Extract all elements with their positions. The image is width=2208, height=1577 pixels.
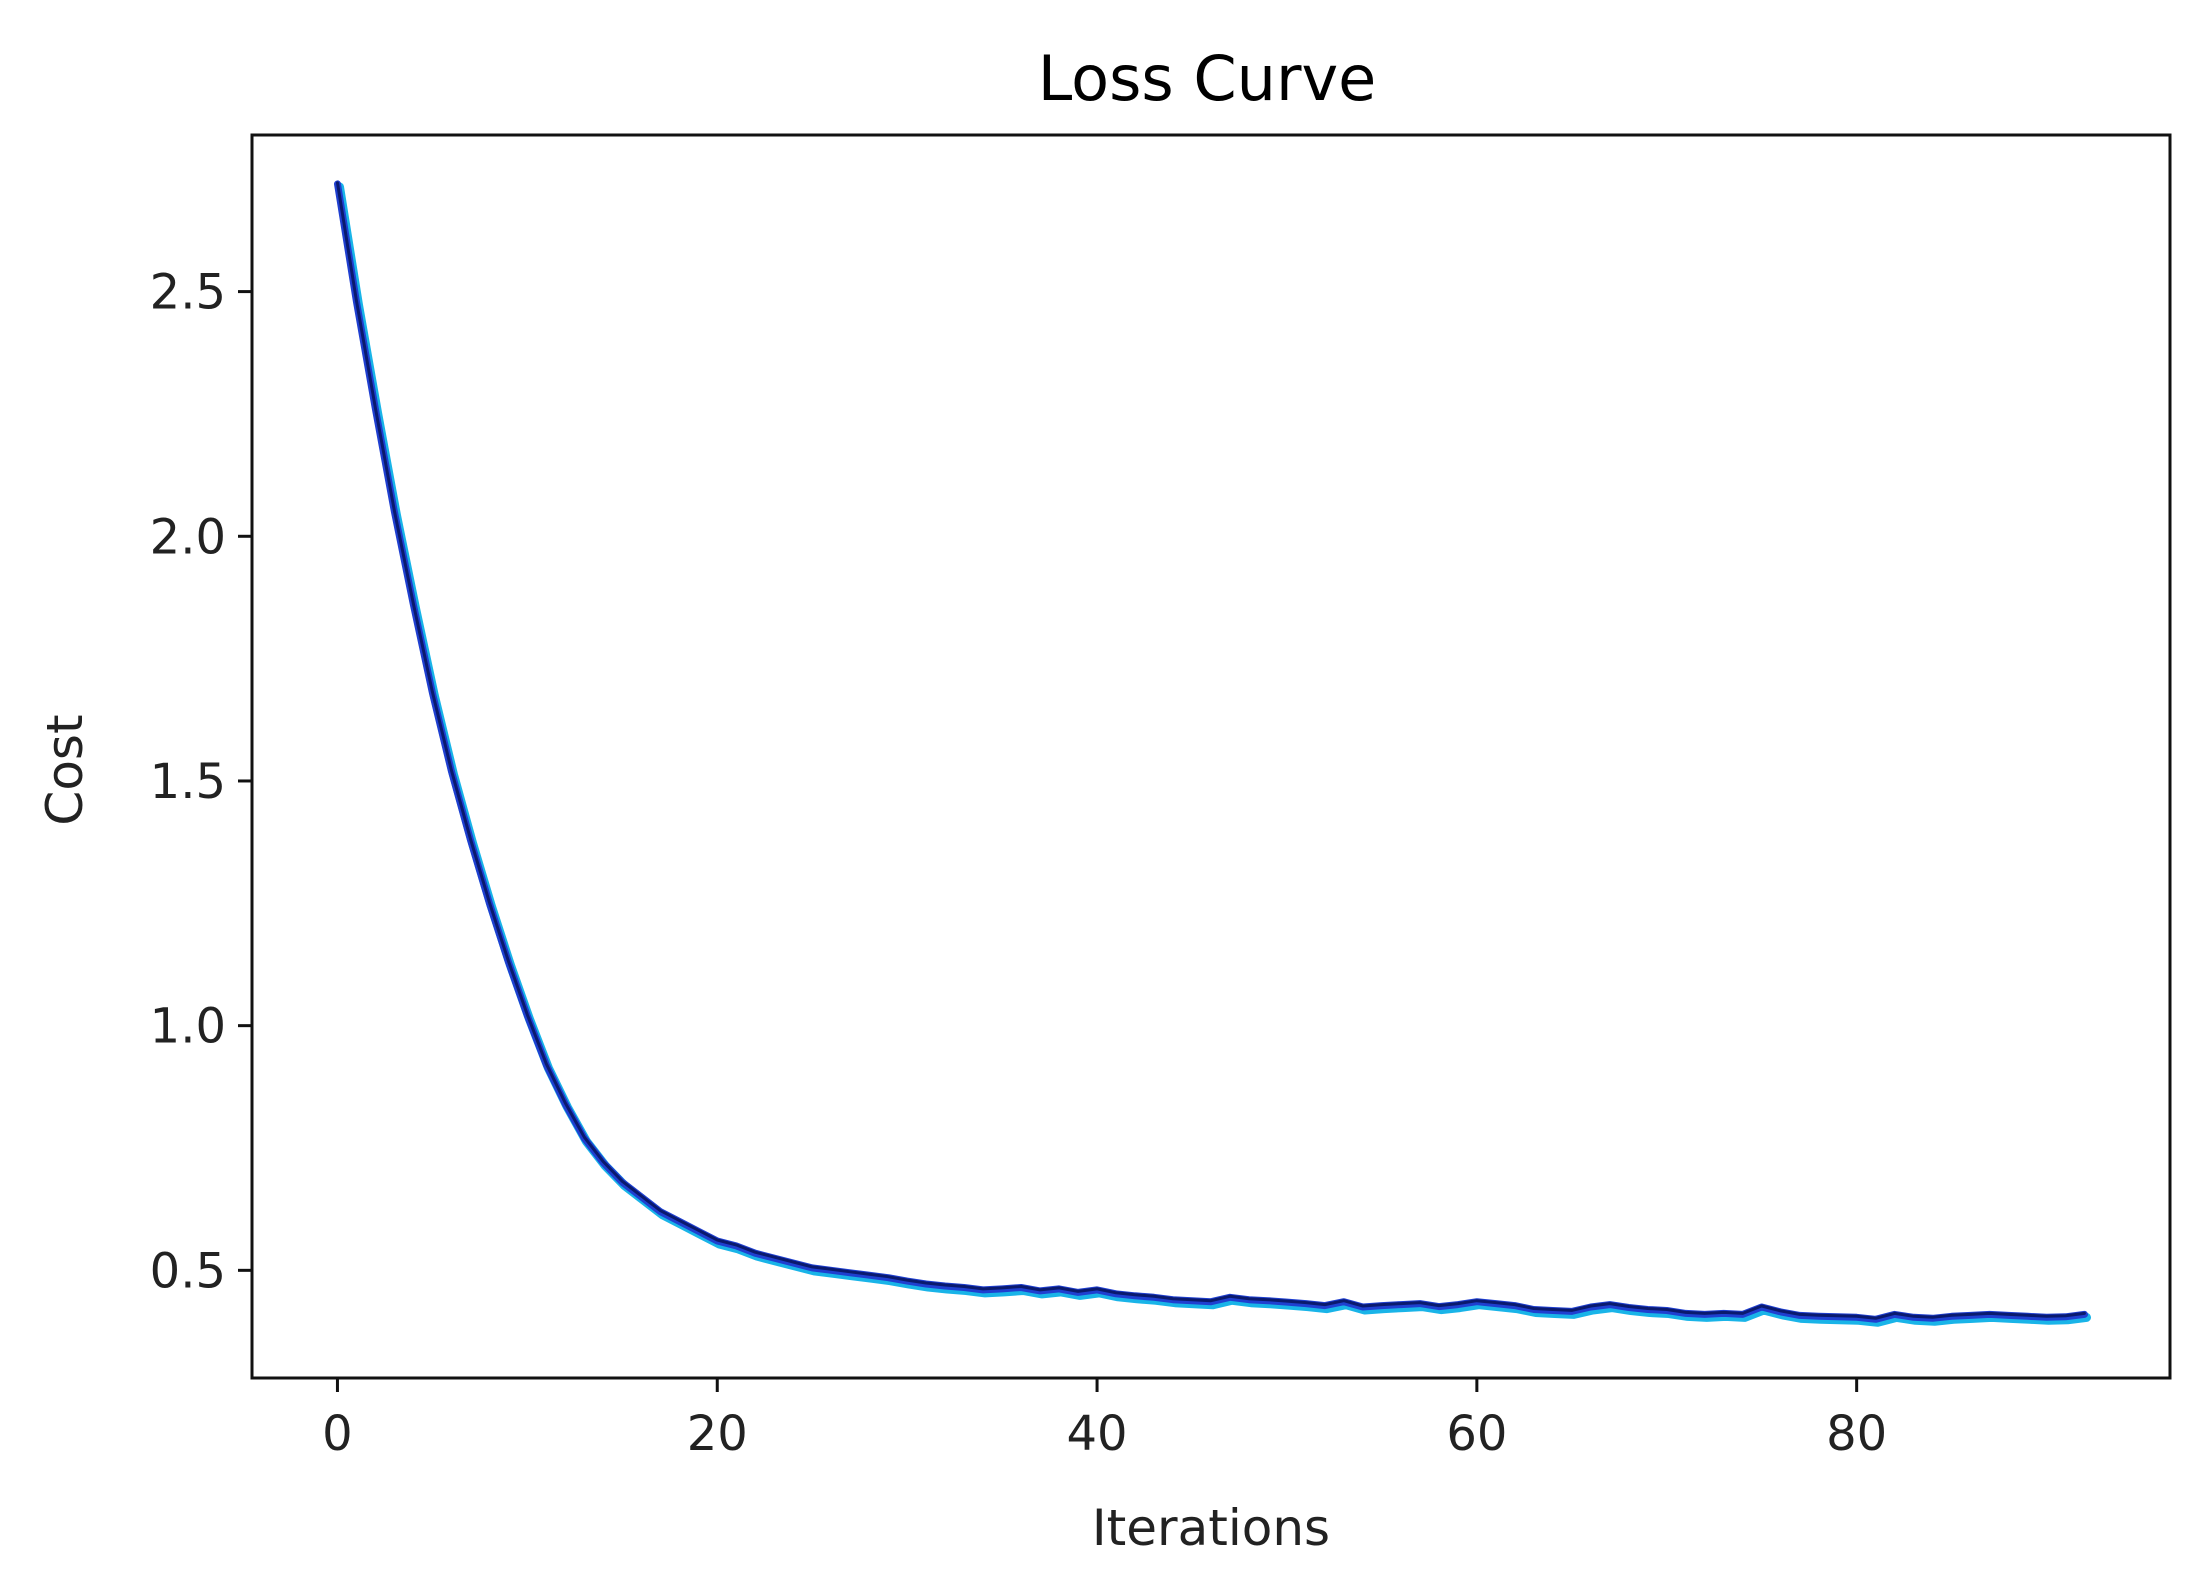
y-tick-label: 1.0 xyxy=(150,999,226,1055)
series-line-glow xyxy=(335,182,2091,1327)
x-axis-label: Iterations xyxy=(1092,1499,1330,1557)
series-loss xyxy=(334,180,2091,1327)
series-line xyxy=(334,180,2088,1323)
x-tick-label: 80 xyxy=(1826,1406,1887,1462)
y-axis: 0.5 1.0 1.5 2.0 2.5 xyxy=(150,265,252,1299)
x-tick-label: 20 xyxy=(687,1406,748,1462)
x-axis: 0 20 40 60 80 xyxy=(322,1378,1887,1462)
x-tick-label: 0 xyxy=(322,1406,353,1462)
y-tick-label: 2.5 xyxy=(150,265,226,321)
series-line-core xyxy=(336,181,2086,1320)
y-tick-label: 2.0 xyxy=(150,509,226,565)
y-tick-label: 0.5 xyxy=(150,1243,226,1299)
chart-title: Loss Curve xyxy=(1038,42,1377,115)
y-tick-label: 1.5 xyxy=(150,754,226,810)
plot-frame xyxy=(250,133,2172,1380)
x-tick-label: 60 xyxy=(1446,1406,1507,1462)
x-tick-label: 40 xyxy=(1067,1406,1128,1462)
y-axis-label: Cost xyxy=(36,714,94,825)
